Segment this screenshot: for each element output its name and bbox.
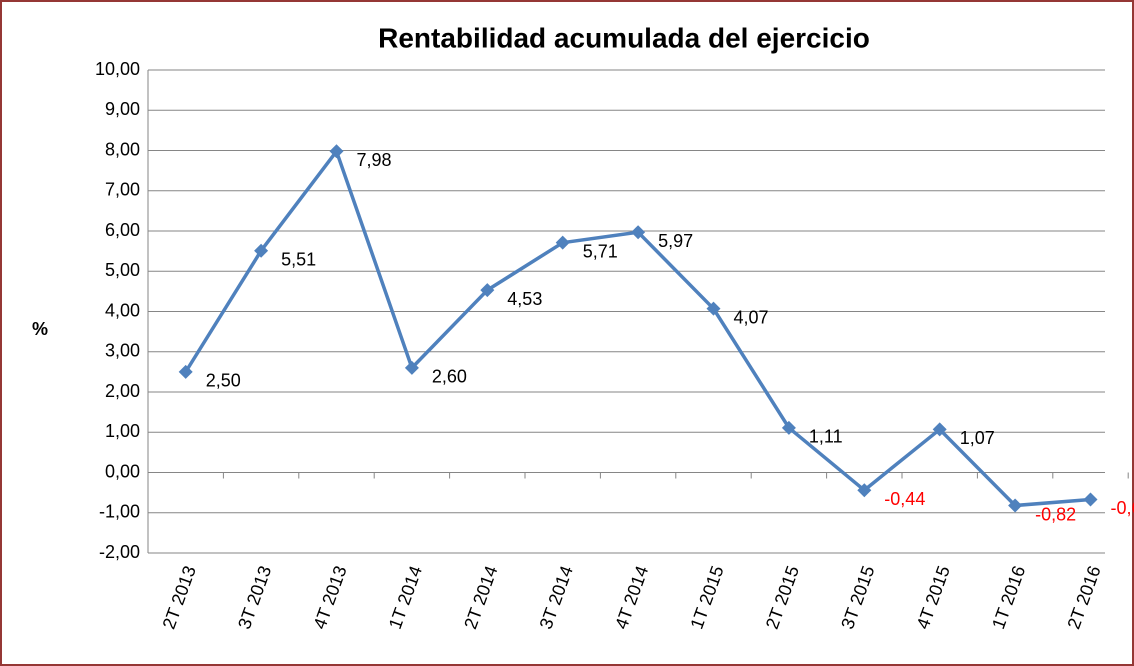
y-tick-label: -2,00 [99,542,140,562]
marker [1083,492,1098,507]
y-tick-label: 6,00 [105,220,140,240]
marker [178,364,193,379]
marker [706,301,721,316]
data-label: -0,82 [1035,504,1076,524]
data-label: 7,98 [357,150,392,170]
marker [555,235,570,250]
marker [631,225,646,240]
data-label: -0,67 [1111,498,1134,518]
marker [781,420,796,435]
marker [932,422,947,437]
marker [329,144,344,159]
chart-title: Rentabilidad acumulada del ejercicio [378,22,870,53]
marker [1008,498,1023,513]
data-label: 4,07 [734,307,769,327]
y-tick-label: 3,00 [105,341,140,361]
y-tick-label: -1,00 [99,502,140,522]
data-label: 5,71 [583,241,618,261]
marker [254,243,269,258]
marker [480,283,495,298]
y-tick-label: 1,00 [105,421,140,441]
marker [857,483,872,498]
data-label: 2,50 [206,371,241,391]
y-tick-label: 5,00 [105,260,140,280]
y-axis-label: % [32,319,48,339]
data-label: 4,53 [507,289,542,309]
y-tick-label: 9,00 [105,99,140,119]
data-label: -0,44 [884,489,925,509]
data-label: 1,11 [809,427,843,447]
y-tick-label: 7,00 [105,180,140,200]
data-label: 1,07 [960,428,995,448]
y-tick-label: 0,00 [105,461,140,481]
data-label: 2,60 [432,367,467,387]
y-tick-label: 10,00 [95,59,140,79]
marker [404,360,419,375]
y-tick-label: 4,00 [105,300,140,320]
y-tick-label: 2,00 [105,381,140,401]
data-label: 5,51 [281,249,316,269]
data-label: 5,97 [658,231,693,251]
y-tick-label: 8,00 [105,139,140,159]
